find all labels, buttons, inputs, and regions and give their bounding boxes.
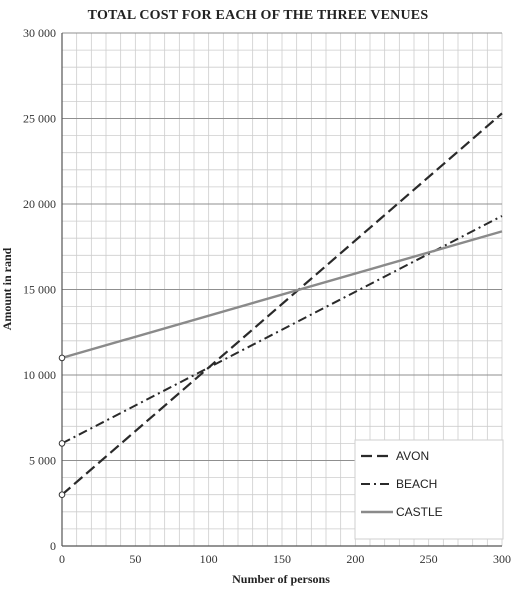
x-axis-title: Number of persons <box>232 572 330 586</box>
axes <box>61 33 502 547</box>
chart-title: TOTAL COST FOR EACH OF THE THREE VENUES <box>87 8 429 23</box>
y-tick-label: 20 000 <box>23 197 56 211</box>
x-tick-label: 0 <box>59 552 65 566</box>
x-tick-label: 250 <box>420 552 438 566</box>
legend-label-castle: CASTLE <box>396 505 443 519</box>
y-tick-label: 0 <box>50 539 56 553</box>
series-line-castle <box>61 230 503 360</box>
y-tick-label: 5 000 <box>29 454 56 468</box>
x-tick-label: 200 <box>346 552 364 566</box>
y-tick-label: 25 000 <box>23 112 56 126</box>
y-axis-title: Amount in rand <box>0 247 14 330</box>
start-point-marker <box>58 354 66 362</box>
series-line-beach <box>61 215 503 445</box>
y-tick-label: 15 000 <box>23 283 56 297</box>
legend-label-beach: BEACH <box>396 477 437 491</box>
x-tick-label: 100 <box>200 552 218 566</box>
start-point-marker <box>58 440 66 447</box>
series-layer <box>61 112 503 496</box>
x-tick-label: 150 <box>273 552 291 566</box>
x-tick-label: 50 <box>129 552 141 566</box>
y-tick-label: 30 000 <box>23 26 56 40</box>
legend: AVON BEACH CASTLE <box>354 439 504 540</box>
start-markers <box>58 354 66 499</box>
series-line-avon <box>61 112 503 496</box>
y-tick-label: 10 000 <box>23 368 56 382</box>
x-axis-ticks: 0 50 100 150 200 250 300 <box>59 552 511 566</box>
y-axis-ticks: 0 5 000 10 000 15 000 20 000 25 000 30 000 <box>23 26 56 553</box>
x-tick-label: 300 <box>493 552 511 566</box>
legend-label-avon: AVON <box>396 449 429 463</box>
start-point-marker <box>58 491 66 499</box>
